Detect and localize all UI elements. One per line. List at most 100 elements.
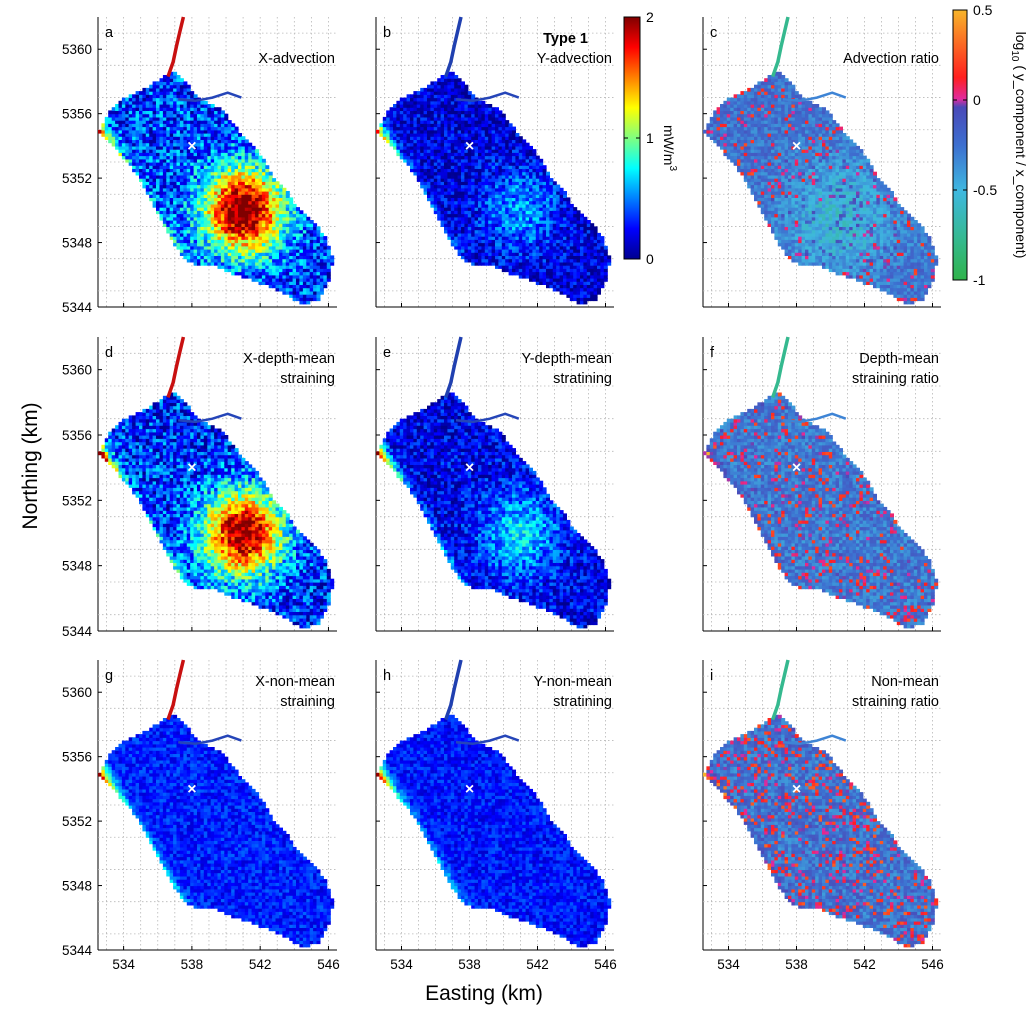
heatmap-cell	[183, 172, 187, 176]
heatmap-cell	[468, 91, 472, 95]
heatmap-cell	[211, 243, 215, 247]
heatmap-cell	[539, 159, 543, 163]
heatmap-cell	[180, 127, 184, 131]
panel-title: X-advection	[258, 51, 335, 67]
heatmap-cell	[327, 272, 331, 276]
heatmap-cell	[129, 98, 133, 102]
heatmap-cell	[200, 101, 204, 105]
heatmap-cell	[286, 243, 290, 247]
heatmap-cell	[190, 230, 194, 234]
heatmap-cell	[265, 243, 269, 247]
heatmap-cell	[170, 127, 174, 131]
heatmap-cell	[163, 156, 167, 160]
heatmap-cell	[330, 255, 334, 259]
heatmap-cell	[485, 143, 489, 147]
heatmap-cell	[276, 201, 280, 205]
heatmap-cell	[156, 172, 160, 176]
heatmap-cell	[299, 210, 303, 214]
heatmap-cell	[451, 85, 455, 89]
heatmap-cell	[228, 120, 232, 124]
heatmap-cell	[306, 288, 310, 292]
heatmap-cell	[241, 259, 245, 263]
heatmap-cell	[163, 201, 167, 205]
heatmap-cell	[132, 94, 136, 98]
heatmap-cell	[286, 230, 290, 234]
heatmap-cell	[502, 230, 506, 234]
heatmap-cell	[170, 172, 174, 176]
heatmap-cell	[417, 172, 421, 176]
river-channel	[446, 17, 461, 77]
heatmap-cell	[248, 156, 252, 160]
heatmap-cell	[451, 214, 455, 218]
heatmap-cell	[502, 156, 506, 160]
heatmap-cell	[235, 127, 239, 131]
heatmap-cell	[468, 185, 472, 189]
heatmap-cell	[142, 127, 146, 131]
heatmap-cell	[194, 94, 198, 98]
heatmap-cell	[299, 301, 303, 305]
heatmap-cell	[231, 143, 235, 147]
heatmap-cell	[509, 172, 513, 176]
heatmap-cell	[434, 156, 438, 160]
heatmap-cell	[241, 136, 245, 140]
heatmap-cell	[170, 156, 174, 160]
heatmap-cell	[252, 172, 256, 176]
heatmap-cell	[276, 259, 280, 263]
heatmap-cell	[600, 236, 604, 240]
heatmap-cell	[132, 127, 136, 131]
heatmap-cell	[323, 243, 327, 247]
heatmap-cell	[149, 143, 153, 147]
heatmap-cell	[417, 143, 421, 147]
y-tick-label: 5360	[62, 42, 92, 57]
heatmap-cell	[509, 156, 513, 160]
heatmap-cell	[183, 230, 187, 234]
heatmap-cell	[248, 143, 252, 147]
heatmap-cell	[156, 98, 160, 102]
heatmap-cell	[299, 243, 303, 247]
heatmap-cell	[327, 259, 331, 263]
heatmap-cell	[190, 172, 194, 176]
heatmap-cell	[265, 201, 269, 205]
heatmap-cell	[183, 85, 187, 89]
heatmap-cells	[703, 72, 938, 305]
heatmap-cell	[241, 185, 245, 189]
heatmap-cell	[597, 288, 601, 292]
heatmap-cell	[142, 172, 146, 176]
panel-b: bY-advection×	[376, 17, 614, 307]
heatmap-cell	[248, 214, 252, 218]
heatmap-cell	[228, 156, 232, 160]
heatmap-cell	[200, 172, 204, 176]
heatmap-cell	[190, 156, 194, 160]
heatmap-cell	[183, 81, 187, 85]
heatmap-cell	[190, 185, 194, 189]
heatmap-cell	[383, 127, 387, 131]
heatmap-cell	[400, 156, 404, 160]
heatmap-cell	[265, 272, 269, 276]
heatmap-cell	[180, 185, 184, 189]
heatmap-cell	[485, 185, 489, 189]
heatmap-cell	[231, 272, 235, 276]
heatmap-cell	[156, 143, 160, 147]
heatmap-cell	[434, 85, 438, 89]
heatmap-cell	[156, 156, 160, 160]
heatmap-cell	[522, 139, 526, 143]
heatmap-cell	[200, 214, 204, 218]
heatmap-cell	[241, 272, 245, 276]
heatmap-cell	[129, 143, 133, 147]
heatmap-cell	[221, 156, 225, 160]
heatmap-cell	[231, 259, 235, 263]
heatmap-cell	[211, 230, 215, 234]
heatmap-cell	[245, 139, 249, 143]
heatmap-cell	[502, 127, 506, 131]
heatmap-cell	[502, 114, 506, 118]
heatmap-cell	[451, 243, 455, 247]
heatmap-cell	[129, 94, 133, 98]
heatmap-cell	[129, 127, 133, 131]
heatmap-cell	[149, 85, 153, 89]
heatmap-cell	[204, 127, 208, 131]
heatmap-cell	[204, 259, 208, 263]
heatmap-cell	[252, 272, 256, 276]
heatmap-cell	[299, 230, 303, 234]
heatmap-cell	[231, 201, 235, 205]
heatmap-cell	[252, 243, 256, 247]
